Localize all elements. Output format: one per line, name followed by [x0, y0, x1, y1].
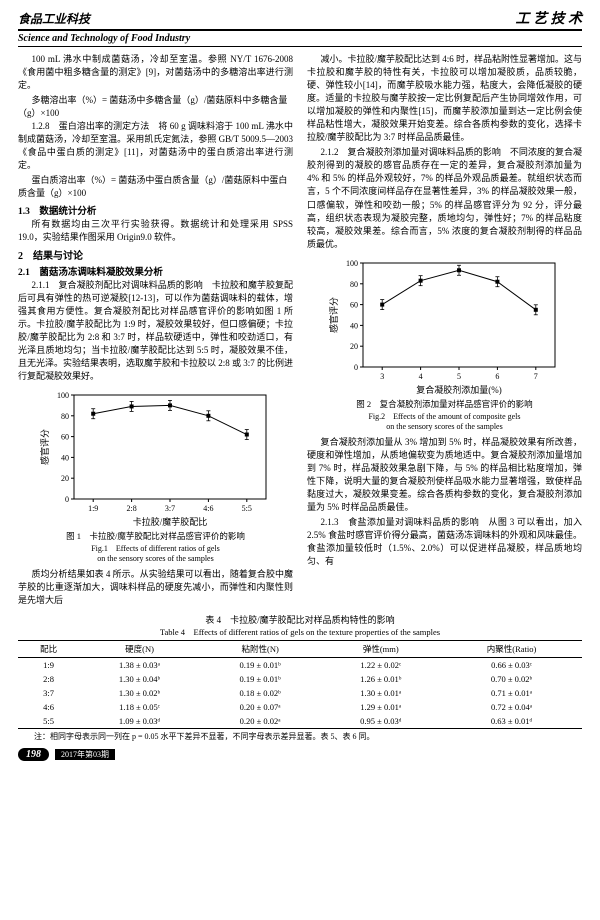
- page-number: 198: [18, 748, 49, 761]
- svg-text:卡拉胶/魔芋胶配比: 卡拉胶/魔芋胶配比: [132, 516, 207, 527]
- formula: 蛋白质溶出率（%）= 菌菇汤中蛋白质含量（g）/菌菇原料中蛋白质含量（g）×10…: [18, 174, 293, 200]
- svg-text:5:5: 5:5: [241, 504, 251, 513]
- para: 质均分析结果如表 4 所示。从实验结果可以看出，随着复合胶中魔芋胶的比重逐渐加大…: [18, 568, 293, 607]
- svg-text:60: 60: [350, 300, 358, 309]
- table4-note: 注：相同字母表示同一列在 p = 0.05 水平下差异不显著，不同字母表示差异显…: [18, 731, 582, 742]
- fig1-caption-en: Fig.1 Effects of different ratios of gel…: [18, 544, 293, 564]
- svg-text:60: 60: [61, 433, 69, 442]
- svg-text:40: 40: [61, 453, 69, 462]
- fig2-caption-cn: 图 2 复合凝胶剂添加量对样品感官评价的影响: [307, 399, 582, 410]
- svg-text:80: 80: [61, 412, 69, 421]
- svg-text:0: 0: [354, 363, 358, 372]
- para: 2.1.3 食盐添加量对调味料品质的影响 从图 3 可以看出，加入 2.5% 食…: [307, 516, 582, 568]
- journal-title-cn: 食品工业科技: [18, 10, 90, 27]
- heading-2-1: 2.1 菌菇汤冻调味料凝胶效果分析: [18, 264, 293, 278]
- fig1-caption-cn: 图 1 卡拉胶/魔芋胶配比对样品感官评价的影响: [18, 531, 293, 542]
- right-column: 减小。卡拉胶/魔芋胶配比达到 4:6 时，样品粘附性显著增加。这与卡拉胶和魔芋胶…: [307, 53, 582, 609]
- svg-text:1:9: 1:9: [88, 504, 98, 513]
- svg-text:20: 20: [350, 342, 358, 351]
- svg-text:7: 7: [533, 372, 537, 381]
- para: 2.1.2 复合凝胶剂添加量对调味料品质的影响 不同浓度的复合凝胶剂得到的凝胶的…: [307, 146, 582, 250]
- heading-1-3: 1.3 数据统计分析: [18, 203, 293, 217]
- para: 2.1.1 复合凝胶剂配比对调味料品质的影响 卡拉胶和魔芋胶复配后可具有弹性的热…: [18, 279, 293, 383]
- svg-text:4:6: 4:6: [203, 504, 213, 513]
- para: 所有数据均由三次平行实验获得。数据统计和处理采用 SPSS 19.0，实验结果作…: [18, 218, 293, 244]
- svg-text:2:8: 2:8: [126, 504, 136, 513]
- para: 减小。卡拉胶/魔芋胶配比达到 4:6 时，样品粘附性显著增加。这与卡拉胶和魔芋胶…: [307, 53, 582, 144]
- table4-title-en: Table 4 Effects of different ratios of g…: [18, 626, 582, 638]
- svg-text:6: 6: [495, 372, 499, 381]
- para: 复合凝胶剂添加量从 3% 增加到 5% 时，样品凝胶效果有所改善，硬度和弹性增加…: [307, 436, 582, 514]
- left-column: 100 mL 沸水中制成菌菇汤，冷却至室温。参照 NY/T 1676-2008《…: [18, 53, 293, 609]
- chart-fig1: 0 20 40 60 80 100 1:9 2:8 3:7 4:6 5:5 卡拉胶/魔芋胶配比 感官评分: [18, 387, 293, 527]
- svg-text:4: 4: [418, 372, 422, 381]
- para: 1.2.8 蛋白溶出率的测定方法 将 60 g 调味料溶于 100 mL 沸水中…: [18, 120, 293, 172]
- svg-text:复合凝胶剂添加量(%): 复合凝胶剂添加量(%): [416, 384, 502, 395]
- section-title: 工 艺 技 术: [516, 8, 583, 28]
- formula: 多糖溶出率（%）= 菌菇汤中多糖含量（g）/菌菇原料中多糖含量（g）×100: [18, 94, 293, 120]
- table4-title-cn: 表 4 卡拉胶/魔芋胶配比对样品质构特性的影响: [18, 613, 582, 626]
- journal-title-en: Science and Technology of Food Industry: [18, 33, 582, 47]
- svg-text:5: 5: [457, 372, 461, 381]
- table4: 配比硬度(N)粘附性(N)弹性(mm)内聚性(Ratio) 1:91.38 ± …: [18, 640, 582, 729]
- svg-text:40: 40: [350, 321, 358, 330]
- svg-text:3:7: 3:7: [164, 504, 174, 513]
- svg-text:0: 0: [65, 495, 69, 504]
- para: 100 mL 沸水中制成菌菇汤，冷却至室温。参照 NY/T 1676-2008《…: [18, 53, 293, 92]
- svg-text:感官评分: 感官评分: [328, 297, 339, 333]
- svg-text:80: 80: [350, 280, 358, 289]
- svg-text:20: 20: [61, 474, 69, 483]
- fig2-caption-en: Fig.2 Effects of the amount of composite…: [307, 412, 582, 432]
- issue-label: 2017年第03期: [55, 749, 115, 760]
- heading-2: 2 结果与讨论: [18, 247, 293, 262]
- svg-text:100: 100: [346, 259, 358, 268]
- svg-text:3: 3: [380, 372, 384, 381]
- svg-text:感官评分: 感官评分: [39, 429, 50, 465]
- chart-fig2: 0 20 40 60 80 100 3 4 5 6 7 复合凝胶剂添加量(%) 感官评分: [307, 255, 582, 395]
- svg-text:100: 100: [57, 391, 69, 400]
